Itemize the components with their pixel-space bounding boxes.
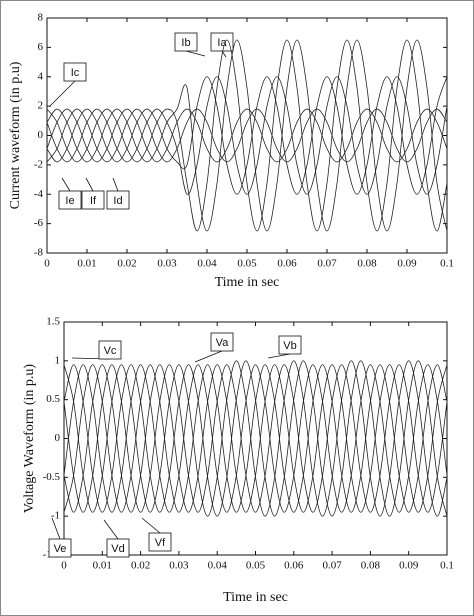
waveform xyxy=(46,39,448,232)
annotation-arrow xyxy=(51,517,61,540)
y-tick-label: -2 xyxy=(34,158,43,170)
x-tick-label: 0.06 xyxy=(277,258,297,270)
x-tick-label: 0.1 xyxy=(440,258,454,270)
annotation-box xyxy=(210,332,234,352)
x-tick-label: 0.03 xyxy=(157,258,177,270)
waveform xyxy=(63,364,448,513)
annotation-box xyxy=(98,340,122,360)
x-axis-label: Time in sec xyxy=(223,590,288,605)
x-tick-label: 0.1 xyxy=(440,560,454,572)
waveform xyxy=(46,76,448,195)
y-tick-label: -4 xyxy=(34,188,44,200)
x-tick-label: 0.02 xyxy=(131,560,150,572)
y-axis-label: Voltage Waveform (in p.u) xyxy=(22,364,37,514)
x-tick-label: 0.05 xyxy=(237,258,257,270)
annotation-box xyxy=(210,32,234,52)
series-label: Vd xyxy=(111,543,124,555)
y-tick-label: 1.5 xyxy=(46,316,60,328)
waveform xyxy=(46,108,448,163)
annotation-box xyxy=(63,62,87,82)
y-tick-label: -6 xyxy=(34,217,44,229)
annotation-arrow xyxy=(185,50,206,57)
x-tick-label: 0.06 xyxy=(284,560,304,572)
y-axis-label: Current waveform (in p.u) xyxy=(8,61,23,209)
annotation-arrow xyxy=(112,177,119,192)
x-tick-label: 0.09 xyxy=(397,258,417,270)
waveform xyxy=(46,76,448,195)
x-tick-label: 0 xyxy=(44,258,50,270)
annotation-box xyxy=(81,190,105,210)
annotation-arrow xyxy=(194,350,223,363)
x-tick-label: 0.09 xyxy=(399,560,419,572)
waveform xyxy=(63,364,448,513)
y-tick-label: 0 xyxy=(55,432,61,444)
y-tick-label: 4 xyxy=(38,70,44,82)
annotation-arrow xyxy=(49,80,76,107)
y-tick-label: -8 xyxy=(34,247,44,259)
annotation-arrow xyxy=(103,519,119,540)
annotation-box xyxy=(148,532,172,552)
x-tick-label: 0.01 xyxy=(93,560,112,572)
series-label: If xyxy=(90,195,97,207)
x-tick-label: 0.02 xyxy=(117,258,136,270)
series-label: Vc xyxy=(104,345,117,357)
waveform xyxy=(63,364,448,513)
y-tick-label: 2 xyxy=(38,100,44,112)
x-tick-label: 0.04 xyxy=(208,560,228,572)
annotation-arrow xyxy=(85,177,94,192)
annotation-arrow xyxy=(267,353,291,359)
series-label: Ie xyxy=(65,195,74,207)
series-label: Ib xyxy=(181,37,190,49)
x-tick-label: 0.04 xyxy=(197,258,217,270)
annotation-box xyxy=(106,190,130,210)
annotation-box xyxy=(278,335,302,355)
y-tick-label: -1 xyxy=(51,510,60,522)
x-tick-label: 0.01 xyxy=(77,258,96,270)
x-tick-label: 0.03 xyxy=(169,560,189,572)
y-tick-label: 0.5 xyxy=(46,393,60,405)
x-tick-label: 0.08 xyxy=(361,560,381,572)
series-label: Ia xyxy=(217,37,227,49)
series-label: Id xyxy=(113,195,122,207)
x-tick-label: 0.07 xyxy=(322,560,342,572)
x-tick-label: 0.08 xyxy=(357,258,377,270)
y-tick-label: 1 xyxy=(55,354,61,366)
annotation-box xyxy=(106,538,130,558)
y-tick-label: -0.5 xyxy=(43,471,61,483)
annotation-box xyxy=(174,32,198,52)
annotation-box xyxy=(48,538,72,558)
series-label: Va xyxy=(216,337,230,349)
y-tick-label: 6 xyxy=(38,41,44,53)
annotation-arrow xyxy=(61,177,71,192)
series-label: Ic xyxy=(71,67,80,79)
x-tick-label: 0.07 xyxy=(317,258,337,270)
waveform xyxy=(63,364,448,513)
annotation-box xyxy=(58,190,82,210)
series-label: Vf xyxy=(155,537,166,549)
y-tick-label: 8 xyxy=(38,12,44,24)
x-tick-label: 0 xyxy=(61,560,67,572)
waveform xyxy=(46,108,448,163)
series-label: Ve xyxy=(54,543,67,555)
x-tick-label: 0.05 xyxy=(246,560,266,572)
y-tick-label: 0 xyxy=(38,129,44,141)
x-axis-label: Time in sec xyxy=(215,275,280,290)
series-label: Vb xyxy=(283,340,296,352)
annotation-arrow xyxy=(141,517,161,534)
